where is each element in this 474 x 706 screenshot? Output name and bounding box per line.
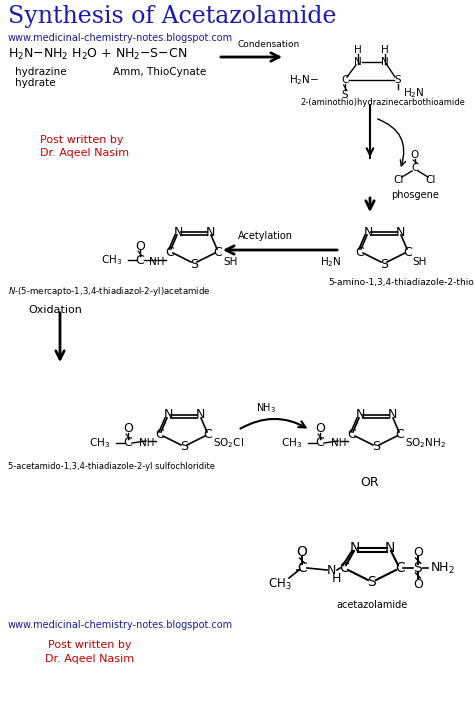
- Text: N: N: [395, 225, 405, 239]
- Text: hydrate: hydrate: [15, 78, 55, 88]
- Text: O: O: [413, 578, 423, 590]
- Text: N: N: [205, 225, 215, 239]
- Text: C: C: [347, 429, 356, 441]
- Text: N: N: [354, 57, 362, 67]
- Text: CH$_3$: CH$_3$: [101, 253, 122, 267]
- Text: acetazolamide: acetazolamide: [337, 600, 408, 610]
- Text: C: C: [204, 429, 212, 441]
- Text: H: H: [331, 571, 341, 585]
- Text: S: S: [180, 441, 188, 453]
- Text: Amm, ThioCynate: Amm, ThioCynate: [113, 67, 206, 77]
- Text: www.medicinal-chemistry-notes.blogspot.com: www.medicinal-chemistry-notes.blogspot.c…: [8, 33, 233, 43]
- Text: C: C: [395, 561, 405, 575]
- Text: 2-(aminothio)hydrazinecarbothioamide: 2-(aminothio)hydrazinecarbothioamide: [300, 98, 465, 107]
- Text: C: C: [136, 253, 145, 266]
- Text: Dr. Aqeel Nasim: Dr. Aqeel Nasim: [46, 654, 135, 664]
- Text: 5-amino-1,3,4-thiadiazole-2-thiol: 5-amino-1,3,4-thiadiazole-2-thiol: [328, 278, 474, 287]
- Text: CH$_3$: CH$_3$: [89, 436, 110, 450]
- Text: S: S: [190, 258, 198, 270]
- Text: NH$_3$: NH$_3$: [256, 401, 276, 415]
- Text: SH: SH: [412, 257, 427, 267]
- Text: O: O: [297, 545, 308, 559]
- Text: O: O: [413, 546, 423, 558]
- Text: O: O: [315, 422, 325, 436]
- Text: Condensation: Condensation: [238, 40, 300, 49]
- Text: N: N: [173, 225, 182, 239]
- Text: Oxidation: Oxidation: [28, 305, 82, 315]
- Text: phosgene: phosgene: [391, 190, 439, 200]
- Text: O: O: [411, 150, 419, 160]
- Text: N: N: [356, 409, 365, 421]
- Text: O: O: [135, 239, 145, 253]
- Text: N: N: [195, 409, 205, 421]
- Text: H$_2$N: H$_2$N: [320, 255, 342, 269]
- Text: C: C: [297, 561, 307, 575]
- Text: OR: OR: [361, 476, 379, 489]
- Text: S: S: [342, 90, 348, 100]
- Text: S: S: [380, 258, 388, 270]
- Text: H$_2$N$-$NH$_2$ H$_2$O $+$ NH$_2$$-$S$-$CN: H$_2$N$-$NH$_2$ H$_2$O $+$ NH$_2$$-$S$-$…: [8, 47, 187, 62]
- Text: 5-acetamido-1,3,4-thiadiazole-2-yl sulfochloridite: 5-acetamido-1,3,4-thiadiazole-2-yl sulfo…: [8, 462, 215, 471]
- Text: C: C: [165, 246, 174, 258]
- Text: N: N: [164, 409, 173, 421]
- Text: CH$_3$: CH$_3$: [268, 577, 292, 592]
- Text: S: S: [372, 441, 380, 453]
- Text: O: O: [123, 422, 133, 436]
- Text: N: N: [363, 225, 373, 239]
- Text: Acetylation: Acetylation: [237, 231, 292, 241]
- Text: SH: SH: [223, 257, 237, 267]
- Text: C: C: [411, 163, 419, 173]
- Text: Synthesis of Acetazolamide: Synthesis of Acetazolamide: [8, 5, 337, 28]
- Text: Post written by: Post written by: [40, 135, 124, 145]
- Text: C: C: [155, 429, 164, 441]
- Text: C: C: [396, 429, 404, 441]
- Text: H$_2$N: H$_2$N: [403, 86, 425, 100]
- Text: SO$_2$NH$_2$: SO$_2$NH$_2$: [405, 436, 446, 450]
- Text: NH: NH: [139, 438, 155, 448]
- Text: C: C: [404, 246, 412, 258]
- Text: C: C: [316, 436, 324, 450]
- Text: CH$_3$: CH$_3$: [281, 436, 302, 450]
- Text: hydrazine: hydrazine: [15, 67, 67, 77]
- Text: SO$_2$Cl: SO$_2$Cl: [213, 436, 244, 450]
- Text: C: C: [341, 75, 349, 85]
- Text: NH: NH: [149, 257, 165, 267]
- Text: www.medicinal-chemistry-notes.blogspot.com: www.medicinal-chemistry-notes.blogspot.c…: [8, 620, 233, 630]
- Text: N: N: [381, 57, 389, 67]
- Text: S: S: [368, 575, 376, 589]
- Text: N: N: [350, 541, 360, 555]
- Text: H: H: [354, 45, 362, 55]
- Text: H: H: [381, 45, 389, 55]
- Text: N: N: [387, 409, 397, 421]
- Text: C: C: [124, 436, 132, 450]
- Text: Post written by: Post written by: [48, 640, 132, 650]
- Text: S: S: [414, 561, 422, 575]
- Text: N: N: [327, 563, 336, 577]
- Text: C: C: [356, 246, 365, 258]
- Text: N: N: [385, 541, 395, 555]
- Text: NH: NH: [331, 438, 347, 448]
- Text: Dr. Aqeel Nasim: Dr. Aqeel Nasim: [40, 148, 129, 158]
- Text: NH$_2$: NH$_2$: [430, 561, 455, 575]
- Text: S: S: [395, 75, 401, 85]
- Text: Cl: Cl: [426, 175, 436, 185]
- Text: $N$-(5-mercapto-1,3,4-thiadiazol-2-yl)acetamide: $N$-(5-mercapto-1,3,4-thiadiazol-2-yl)ac…: [8, 285, 210, 298]
- Text: H$_2$N$-$: H$_2$N$-$: [289, 73, 319, 87]
- Text: C: C: [339, 561, 349, 575]
- Text: Cl: Cl: [394, 175, 404, 185]
- Text: C: C: [214, 246, 222, 258]
